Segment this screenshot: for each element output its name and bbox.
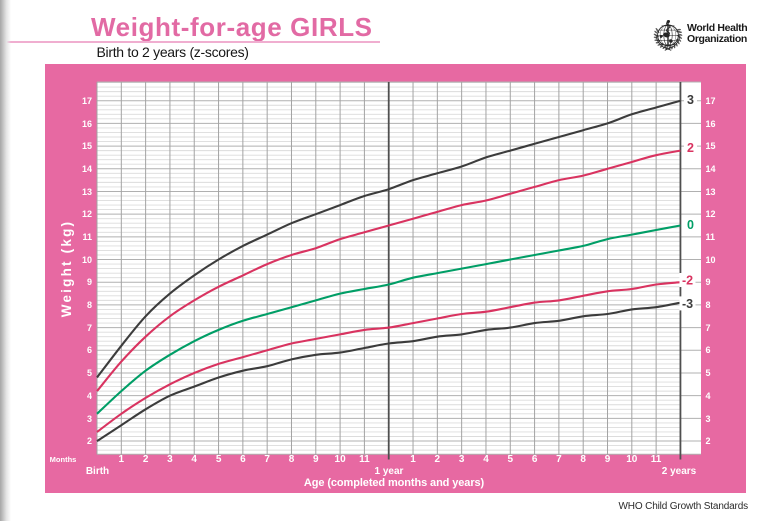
- svg-text:-2: -2: [682, 274, 693, 288]
- svg-text:2: 2: [687, 141, 694, 155]
- svg-text:-3: -3: [682, 297, 693, 311]
- svg-text:0: 0: [687, 218, 694, 232]
- svg-text:3: 3: [687, 93, 694, 107]
